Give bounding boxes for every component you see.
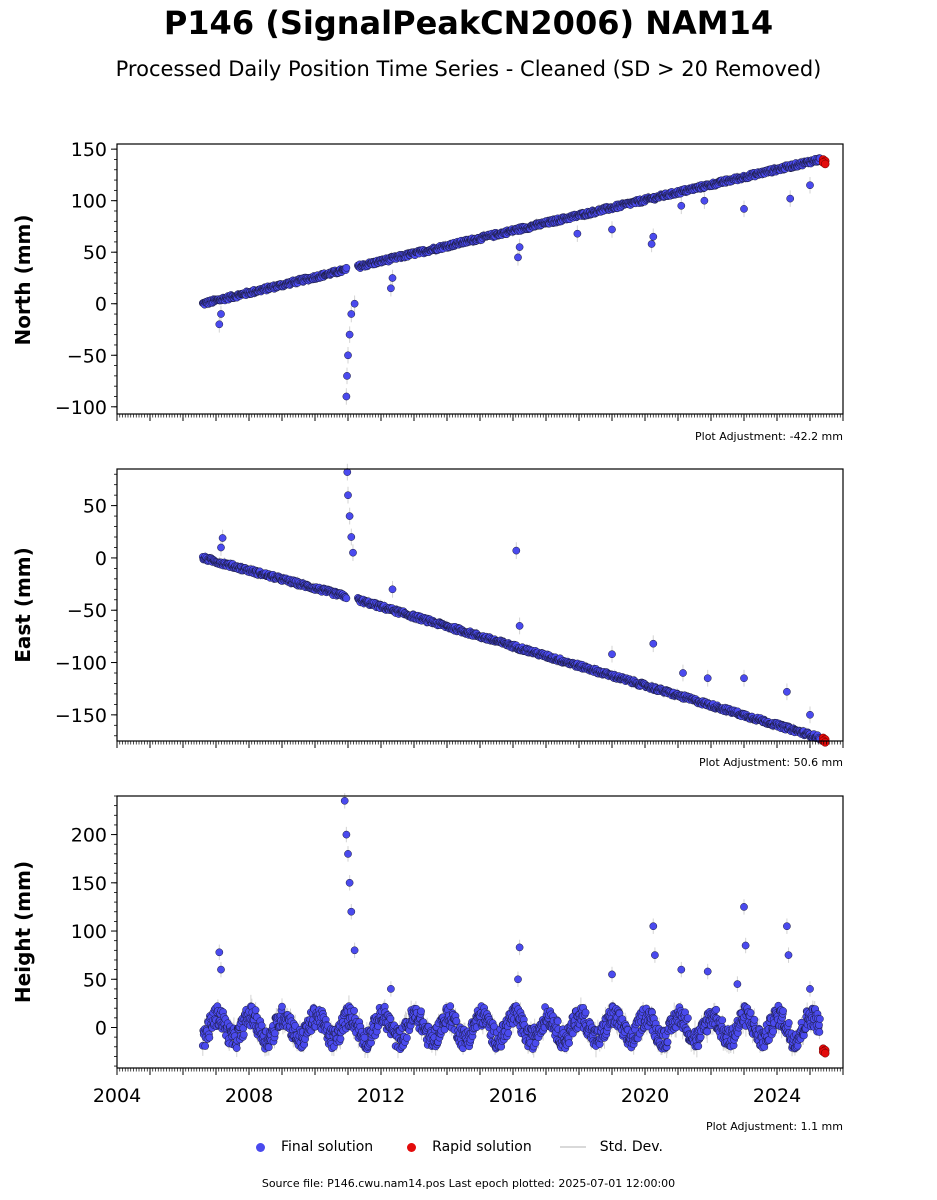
data-point xyxy=(278,1002,286,1011)
outlier-point xyxy=(740,205,748,213)
chart-subtitle: Processed Daily Position Time Series - C… xyxy=(115,57,822,81)
outlier-point xyxy=(512,546,521,555)
outlier-point xyxy=(786,194,795,203)
ylabel-north: North (mm) xyxy=(11,214,35,345)
data-point xyxy=(205,1033,214,1042)
panel-east: East (mm) Plot Adjustment: 50.6 mm xyxy=(11,547,843,769)
outlier-point xyxy=(740,674,748,683)
x-axis-north xyxy=(116,414,844,421)
data-point xyxy=(201,1042,210,1050)
data-point xyxy=(232,1044,241,1052)
outlier-point xyxy=(388,585,397,594)
y-axis-east: −150 −100 −50 0 50 xyxy=(55,473,117,737)
outlier-point xyxy=(342,392,351,401)
axes-frame-east xyxy=(116,468,844,742)
outlier-point xyxy=(217,310,225,318)
data-point xyxy=(446,1002,455,1010)
adjustment-height: Plot Adjustment: 1.1 mm xyxy=(706,1120,843,1133)
outlier-point xyxy=(573,229,582,238)
outlier-point xyxy=(806,181,814,190)
outlier-point xyxy=(677,201,686,210)
outlier-point xyxy=(608,225,616,234)
plot-area-north: −100 −50 0 50 100 150 xyxy=(55,139,844,421)
y-tick-label: −100 xyxy=(55,653,107,675)
axes-frame-north xyxy=(116,143,844,415)
outlier-point xyxy=(344,491,352,500)
final-solution-points-north xyxy=(198,154,824,401)
data-point xyxy=(452,1017,461,1025)
outlier-point xyxy=(700,196,709,205)
panel-north: North (mm) Plot Adjustment: -42.2 mm xyxy=(11,214,843,443)
outlier-point xyxy=(514,253,522,262)
y-tick-label: 50 xyxy=(83,496,107,518)
y-tick-label: 50 xyxy=(83,242,107,264)
y-tick-label: −50 xyxy=(67,345,107,367)
y-tick-label: −150 xyxy=(55,705,107,727)
outlier-point xyxy=(217,543,225,552)
data-point xyxy=(264,1043,273,1052)
y-tick-label: 0 xyxy=(95,548,107,570)
rapid-solution-points-east xyxy=(818,733,830,747)
data-point xyxy=(350,1006,358,1015)
data-point xyxy=(336,1034,345,1043)
outlier-point xyxy=(515,622,524,630)
outlier-point xyxy=(215,320,224,329)
outlier-point xyxy=(679,669,687,677)
data-point xyxy=(417,1007,425,1016)
outlier-point xyxy=(343,372,351,380)
outlier-point xyxy=(647,240,656,248)
outlier-point xyxy=(388,274,397,282)
outlier-point xyxy=(218,534,227,542)
data-point xyxy=(251,1006,260,1014)
std-dev-bars-east xyxy=(202,463,821,745)
ylabel-east: East (mm) xyxy=(11,547,35,663)
final-solution-points-height xyxy=(198,796,824,1054)
rapid-solution-points-north xyxy=(818,155,830,169)
x-axis-east xyxy=(116,741,844,748)
adjustment-east: Plot Adjustment: 50.6 mm xyxy=(699,756,843,769)
rapid-point xyxy=(820,738,830,747)
outlier-point xyxy=(649,232,658,241)
outlier-point xyxy=(345,330,354,339)
final-solution-points-east xyxy=(198,468,824,744)
y-tick-label: −100 xyxy=(55,397,107,419)
data-point xyxy=(386,1014,395,1023)
outlier-point xyxy=(515,243,524,251)
chart-title: P146 (SignalPeakCN2006) NAM14 xyxy=(163,4,774,42)
outlier-point xyxy=(347,533,356,541)
data-point xyxy=(403,1034,411,1042)
outlier-point xyxy=(349,548,357,557)
data-point xyxy=(342,594,351,603)
data-point xyxy=(239,1030,248,1039)
plot-area-east: −150 −100 −50 0 50 xyxy=(55,463,844,748)
outlier-point xyxy=(350,299,359,308)
outlier-point xyxy=(806,710,814,719)
y-tick-label: −50 xyxy=(67,600,107,622)
rapid-point xyxy=(820,159,830,169)
data-point xyxy=(342,263,351,272)
outlier-point xyxy=(783,687,791,696)
panel-height: Height (mm) Plot Adjustment: 1.1 mm xyxy=(11,861,843,1133)
ylabel-height: Height (mm) xyxy=(11,861,35,1003)
outlier-point xyxy=(387,284,395,293)
outlier-point xyxy=(344,351,352,360)
adjustment-north: Plot Adjustment: -42.2 mm xyxy=(695,430,843,443)
y-tick-label: 100 xyxy=(71,191,107,213)
outlier-point xyxy=(347,310,356,318)
outlier-point xyxy=(345,512,354,520)
outlier-point xyxy=(608,650,616,659)
y-axis-north: −100 −50 0 50 100 150 xyxy=(55,139,117,419)
outlier-point xyxy=(649,639,658,648)
y-tick-label: 150 xyxy=(71,139,107,161)
outlier-point xyxy=(703,674,712,683)
y-tick-label: 0 xyxy=(95,294,107,316)
